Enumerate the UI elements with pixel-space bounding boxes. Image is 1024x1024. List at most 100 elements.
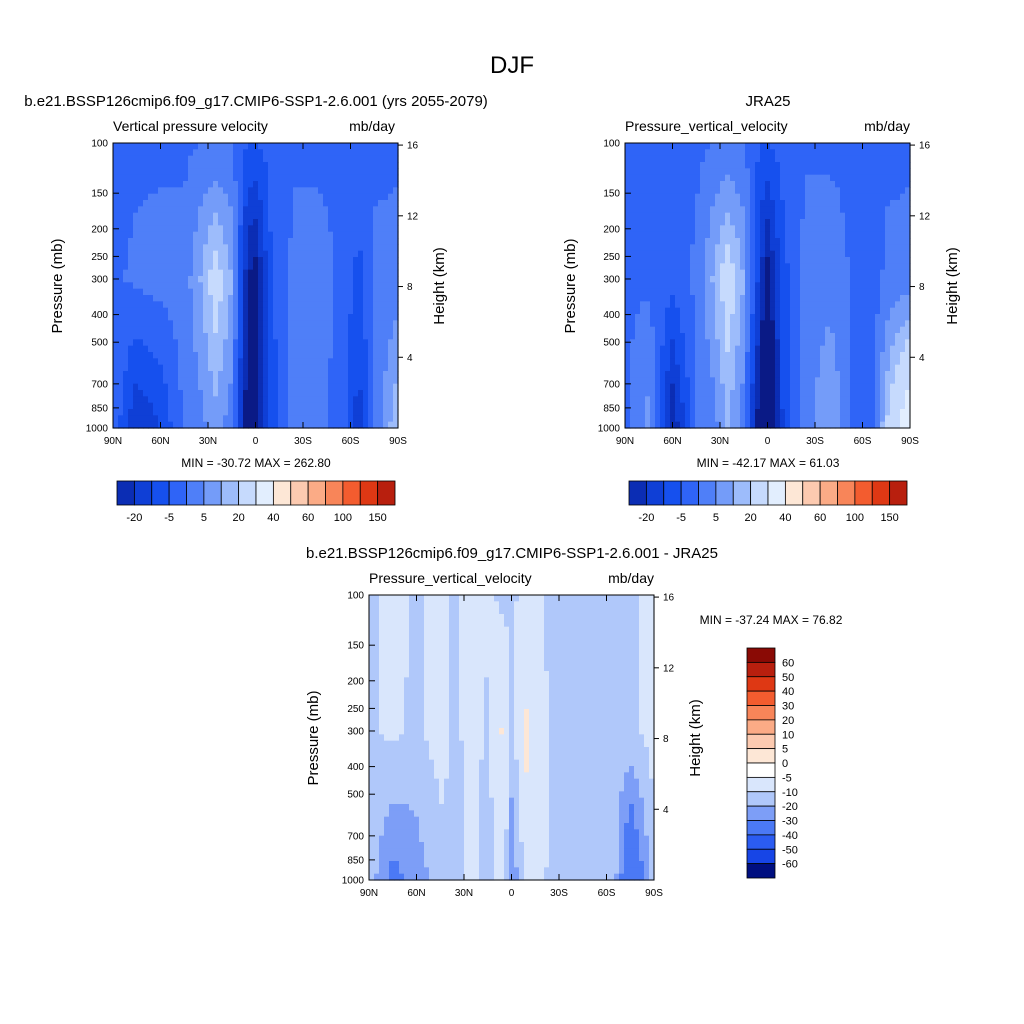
contour-cell [800, 168, 806, 176]
contour-cell [760, 149, 766, 157]
contour-cell [870, 238, 876, 245]
contour-cell [128, 339, 134, 347]
contour-cell [368, 282, 374, 290]
contour-cell [765, 225, 771, 233]
contour-cell [218, 206, 224, 214]
contour-cell [228, 377, 234, 385]
contour-cell [168, 162, 174, 169]
contour-cell [373, 143, 379, 150]
contour-cell [203, 320, 209, 328]
contour-cell [313, 307, 319, 315]
contour-cell [880, 345, 886, 353]
contour-cell [158, 333, 164, 340]
contour-cell [293, 162, 299, 169]
contour-cell [665, 409, 671, 416]
contour-cell [298, 276, 304, 283]
contour-cell [645, 187, 651, 195]
contour-cell [263, 295, 269, 302]
contour-cell [630, 155, 636, 163]
contour-cell [288, 339, 294, 347]
contour-cell [353, 168, 359, 176]
contour-cell [353, 238, 359, 245]
contour-cell [328, 402, 334, 410]
x-tick-label: 90N [104, 436, 122, 447]
contour-cell [343, 269, 349, 277]
contour-cell [253, 307, 259, 315]
contour-cell [218, 231, 224, 239]
contour-cell [875, 149, 881, 157]
contour-cell [855, 181, 861, 188]
contour-cell [363, 168, 369, 176]
contour-cell [323, 231, 329, 239]
contour-cell [208, 371, 214, 378]
contour-cell [233, 421, 239, 429]
contour-cell [168, 219, 174, 226]
contour-cell [640, 263, 646, 271]
contour-cell [690, 339, 696, 347]
contour-cell [835, 263, 841, 271]
contour-cell [680, 181, 686, 188]
contour-cell [840, 174, 846, 182]
contour-cell [333, 326, 339, 334]
contour-cell [755, 257, 761, 264]
contour-cell [178, 225, 184, 233]
contour-cell [223, 193, 229, 201]
contour-cell [138, 238, 144, 245]
contour-cell [710, 187, 716, 195]
contour-cell [113, 314, 119, 321]
contour-cell [343, 149, 349, 157]
contour-cell [343, 371, 349, 378]
contour-cell [750, 149, 756, 157]
contour-cell [248, 276, 254, 283]
contour-cell [640, 402, 646, 410]
contour-cell [158, 282, 164, 290]
contour-cell [153, 250, 159, 258]
contour-cell [880, 339, 886, 347]
contour-cell [243, 174, 249, 182]
contour-cell [208, 276, 214, 283]
contour-cell [368, 339, 374, 347]
contour-cell [348, 231, 354, 239]
contour-cell [343, 168, 349, 176]
contour-cell [313, 326, 319, 334]
contour-cell [830, 409, 836, 416]
contour-cell [228, 193, 234, 201]
contour-cell [760, 162, 766, 169]
contour-cell [710, 314, 716, 321]
contour-cell [238, 276, 244, 283]
contour-cell [840, 238, 846, 245]
contour-cell [770, 212, 776, 220]
contour-cell [383, 174, 389, 182]
contour-cell [680, 155, 686, 163]
contour-cell [358, 358, 364, 366]
contour-cell [353, 314, 359, 321]
contour-cell [163, 244, 169, 252]
contour-cell [313, 352, 319, 359]
contour-cell [118, 333, 124, 340]
contour-cell [188, 295, 194, 302]
contour-cell [865, 402, 871, 410]
contour-cell [228, 257, 234, 264]
contour-cell [388, 409, 394, 416]
contour-cell [830, 219, 836, 226]
contour-cell [760, 187, 766, 195]
contour-cell [810, 238, 816, 245]
contour-cell [133, 238, 139, 245]
contour-cell [188, 333, 194, 340]
contour-cell [665, 244, 671, 252]
contour-cell [835, 168, 841, 176]
contour-cell [855, 149, 861, 157]
contour-cell [850, 206, 856, 214]
contour-cell [328, 174, 334, 182]
contour-cell [715, 288, 721, 296]
contour-cell [635, 377, 641, 385]
contour-cell [323, 409, 329, 416]
contour-cell [645, 181, 651, 188]
contour-cell [760, 219, 766, 226]
contour-cell [860, 320, 866, 328]
contour-cell [273, 174, 279, 182]
contour-cell [283, 402, 289, 410]
contour-cell [248, 200, 254, 207]
contour-cell [288, 396, 294, 404]
contour-cell [208, 212, 214, 220]
